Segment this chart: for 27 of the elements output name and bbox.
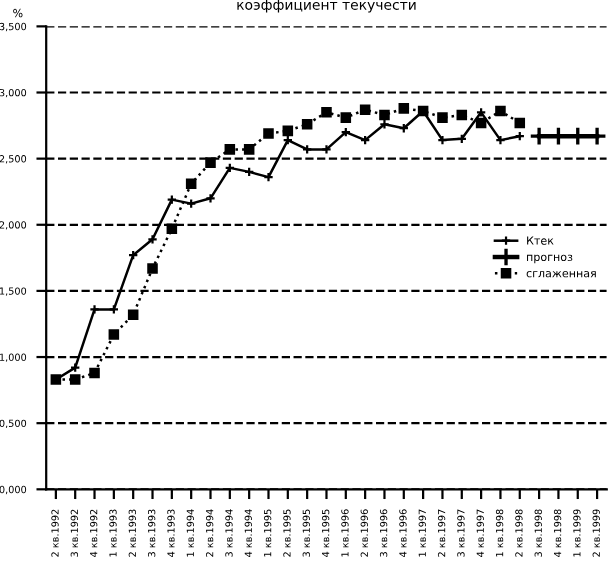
point xyxy=(69,374,81,385)
point xyxy=(321,107,332,118)
point xyxy=(321,144,332,155)
point xyxy=(89,304,100,315)
point xyxy=(205,193,216,204)
point xyxy=(108,329,120,340)
point xyxy=(166,223,178,235)
point xyxy=(514,117,526,129)
point xyxy=(147,263,158,274)
point xyxy=(147,234,158,245)
point xyxy=(456,109,468,121)
point xyxy=(475,117,487,129)
point xyxy=(89,367,100,379)
point xyxy=(185,178,197,190)
point xyxy=(243,144,255,155)
point xyxy=(127,309,139,320)
point xyxy=(301,118,313,130)
point xyxy=(263,128,274,139)
point xyxy=(340,112,352,123)
point xyxy=(495,105,506,117)
point xyxy=(205,157,216,168)
point xyxy=(437,112,448,123)
point xyxy=(379,109,390,121)
point xyxy=(398,103,410,114)
point xyxy=(359,104,371,115)
point xyxy=(224,144,236,155)
point xyxy=(282,125,294,137)
